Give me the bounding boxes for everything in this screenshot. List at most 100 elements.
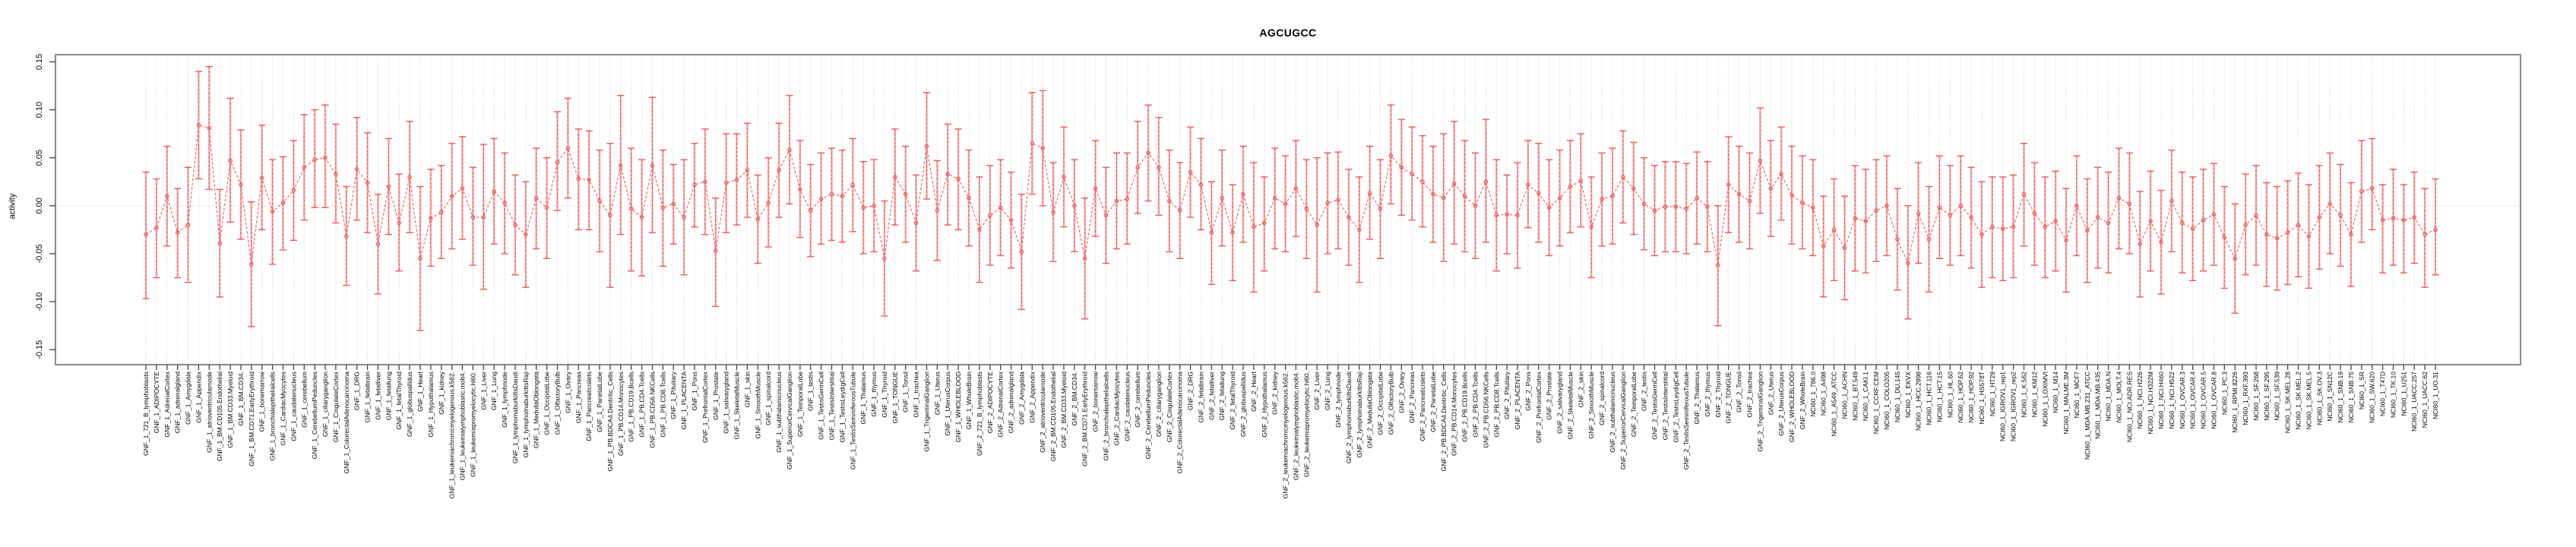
- x-tick-label: NCI60_1_MDA.N: [2105, 372, 2112, 422]
- data-point: [2021, 191, 2027, 197]
- data-point: [1726, 182, 1731, 187]
- error-bar: [2400, 184, 2407, 274]
- x-tick-label: NCI60_1_MDA.MB.435: [2094, 372, 2102, 439]
- x-tick-label: GNF_2_leukemiachronicmyelogenous.k562.: [1282, 372, 1290, 498]
- data-point: [1441, 195, 1446, 201]
- x-tick-label: NCI60_1_HT29: [1989, 372, 1996, 416]
- data-point: [734, 177, 739, 182]
- data-point: [1568, 184, 1573, 189]
- data-point: [2306, 234, 2312, 239]
- x-tick-label: GNF_2_globuspallidus: [1239, 372, 1247, 437]
- x-tick-label: GNF_2_TemporalLobe: [1630, 372, 1638, 437]
- x-tick-label: GNF_1_Pituitary: [669, 371, 677, 419]
- error-bar: [775, 122, 783, 218]
- error-bar: [1028, 92, 1036, 195]
- data-point: [1779, 172, 1783, 176]
- data-point: [1969, 215, 1973, 220]
- data-point: [207, 125, 212, 131]
- x-tick-label: GNF_1_thymus: [870, 372, 878, 417]
- error-bar: [2358, 140, 2366, 243]
- x-tick-label: GNF_2_721_B_lymphoblasts: [976, 372, 983, 456]
- x-tick-label: GNF_2_Uterus: [1767, 372, 1774, 415]
- x-tick-label: NCI60_1_UACC.257: [2410, 372, 2418, 432]
- x-tick-label: GNF_2_CerebellumPeduncles: [1144, 372, 1152, 459]
- data-point: [302, 165, 307, 170]
- x-tick-label: NCI60_1_HOP.62: [1957, 372, 1964, 423]
- data-point: [2138, 242, 2143, 247]
- error-bar: [1946, 165, 1954, 266]
- data-point: [850, 182, 856, 187]
- data-point: [144, 232, 148, 237]
- x-tick-label: NCI60_1_HS578T: [1978, 372, 1986, 424]
- x-tick-label: GNF_1_Thyroid: [881, 372, 888, 418]
- data-point: [650, 163, 655, 168]
- x-tick-label: GNF_1_Appendix: [195, 371, 202, 422]
- x-tick-label: NCI60_1_COLO205: [1883, 372, 1891, 430]
- x-tick-label: GNF_1_OccipitalLobe: [543, 372, 551, 435]
- data-point: [935, 208, 940, 213]
- error-bar: [1799, 155, 1806, 250]
- data-point: [2359, 189, 2364, 194]
- x-tick-label: GNF_2_PB.CD8.Tcells: [1492, 372, 1500, 437]
- series-line: [145, 124, 2436, 266]
- x-tick-label: GNF_1_leukemialymphoblastic.molt4.: [459, 372, 467, 480]
- data-point: [1378, 206, 1383, 211]
- x-tick-label: GNF_1_leukemiapromyelocytic.hl60.: [469, 372, 476, 477]
- data-point: [1631, 186, 1636, 191]
- x-tick-label: GNF_2_WHOLEBLOOD: [1788, 372, 1796, 442]
- data-point: [1937, 205, 1942, 210]
- x-tick-label: NCI60_1_PC.3: [2220, 372, 2228, 415]
- x-tick-label: GNF_2_lymphomaburkittsDaudi: [1345, 372, 1353, 463]
- x-tick-label: GNF_1_skin: [743, 372, 751, 408]
- data-point: [407, 175, 412, 179]
- error-bar: [1661, 160, 1669, 253]
- data-point: [2274, 236, 2280, 241]
- error-bar: [1514, 162, 1521, 269]
- data-point: [861, 205, 866, 210]
- error-bar: [1682, 163, 1690, 255]
- error-bar: [2337, 163, 2344, 267]
- data-point: [2243, 223, 2248, 227]
- x-tick-label: GNF_1_UterusCorpus: [944, 372, 951, 436]
- grid-vertical: [145, 55, 2436, 365]
- x-tick-label: NCI60_1_A549_ATCC: [1831, 372, 1838, 436]
- error-bar: [469, 166, 476, 266]
- x-tick-label: NCI60_1_SF.268: [2252, 372, 2260, 421]
- data-point: [248, 261, 254, 267]
- x-tick-label: GNF_1_PB.CD19.Bcells: [628, 372, 635, 442]
- x-tick-label: GNF_2_OlfactoryBulb: [1387, 372, 1394, 435]
- x-tick-label: GNF_2_TestisGermCell: [1651, 372, 1659, 440]
- x-tick-label: GNF_2_BM.CD34.: [1071, 372, 1078, 425]
- x-tick-label: GNF_1_atrioventricularnode: [205, 372, 213, 453]
- x-tick-label: NCI60_1_K.562: [2021, 372, 2028, 418]
- data-point: [449, 194, 454, 199]
- error-bar: [1756, 107, 1764, 214]
- error-bar: [2030, 162, 2038, 266]
- x-tick-label: GNF_1_salivarygland: [723, 372, 730, 434]
- x-tick-label: GNF_1_SmoothMuscle: [754, 372, 761, 439]
- error-bar: [1451, 120, 1458, 245]
- data-point: [1621, 175, 1625, 179]
- x-tick-label: NCI60_1_UACC.62: [2421, 372, 2429, 428]
- data-point: [597, 198, 602, 204]
- data-point: [1462, 194, 1467, 199]
- error-bar: [606, 142, 614, 288]
- data-point: [2106, 220, 2111, 226]
- x-tick-label: GNF_2_TestisSeminiferousTubule: [1682, 372, 1690, 470]
- error-bar: [1915, 162, 1923, 264]
- data-point: [924, 144, 929, 149]
- x-tick-label: NCI60_1_SK.OV.3: [2315, 372, 2323, 425]
- data-point: [2201, 217, 2206, 223]
- error-bar: [2389, 169, 2397, 266]
- data-point: [723, 180, 729, 185]
- y-tick-label: 0.10: [35, 102, 44, 118]
- data-point: [1958, 203, 1964, 208]
- x-tick-label: GNF_2_adrenalgland: [1008, 372, 1015, 434]
- data-point: [429, 216, 433, 221]
- x-tick-label: GNF_1_WholeBrain: [965, 372, 973, 429]
- x-tick-label: NCI60_1_HOP.92: [1967, 372, 1975, 423]
- x-tick-label: GNF_2_Pituitary: [1503, 371, 1511, 419]
- data-point: [671, 201, 676, 207]
- x-tick-label: GNF_2_UterusCorpus: [1777, 372, 1785, 436]
- data-points: [144, 122, 2438, 267]
